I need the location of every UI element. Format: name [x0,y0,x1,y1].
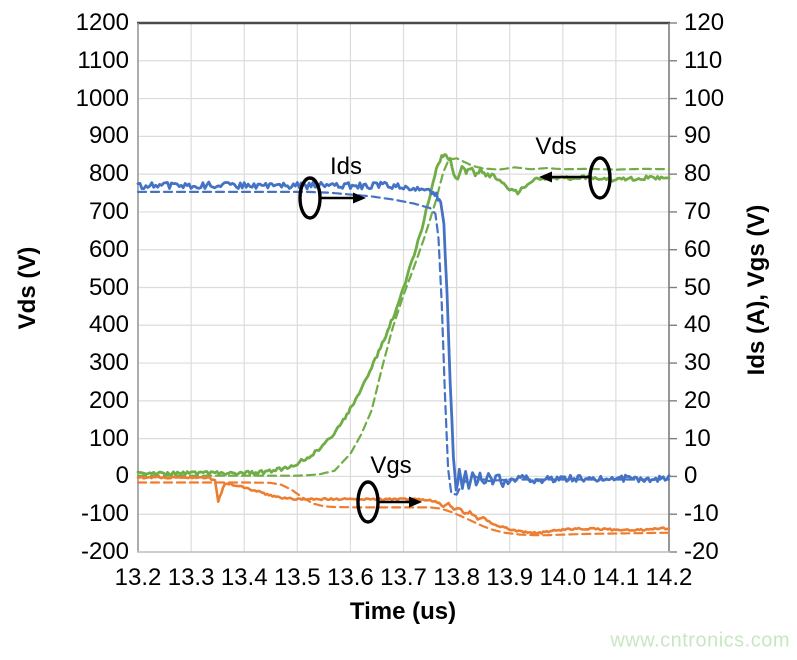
annotation-ellipse-vds [588,156,612,200]
x-axis-tick-label: 13.8 [433,564,480,591]
right-axis-tick-label: 40 [684,311,711,339]
left-axis-tick-label: 600 [88,235,129,263]
x-axis-tick-label: 14.1 [592,564,640,591]
left-axis-tick-label: 200 [88,386,129,414]
right-axis-tick-label: 110 [684,46,723,74]
series-vgs-measured [136,475,671,535]
right-axis-tick-label: 100 [684,84,725,112]
x-axis-tick-label: 14.0 [539,564,587,591]
annotation-label-vds: Vds [535,133,577,160]
annotation-ellipse-ids [298,176,322,220]
left-axis-tick-label: 500 [88,273,129,301]
series-vgs-simulated [136,481,671,537]
left-axis-tick-label: -200 [80,538,129,565]
right-axis-tick-label: 20 [684,386,711,414]
right-axis-tick-label: 120 [684,9,725,36]
annotation-label-ids: Ids [329,153,363,180]
right-axis-tick-label: 0 [684,462,698,490]
x-axis-tick-label: 13.3 [167,564,215,591]
right-axis-tick-label: -20 [684,538,719,565]
series-vds-measured [136,153,671,477]
annotation-arrowhead-ids [353,192,366,204]
left-axis-tick-label: 800 [88,160,129,188]
left-axis-tick-label: -100 [80,500,129,528]
annotation-ellipse-vgs [356,480,380,524]
right-axis-tick-label: 50 [684,273,711,301]
left-axis-tick-label: 900 [88,122,129,150]
series-vds-simulated [136,157,671,477]
left-axis-tick-label: 1200 [75,9,129,36]
x-axis-tick-label: 13.5 [273,564,321,591]
annotation-label-vgs: Vgs [370,452,412,479]
annotation-arrowhead-vgs [409,496,422,508]
left-axis-title: Vds (V) [14,246,41,330]
right-axis-title: Ids (A), Vgs (V) [743,204,770,376]
left-axis-tick-label: 0 [115,462,129,490]
left-axis-tick-label: 100 [88,424,129,452]
x-axis-title: Time (us) [349,598,457,625]
x-axis-tick-label: 13.7 [380,564,427,591]
series-ids-simulated [136,190,671,496]
left-axis-tick-label: 1100 [77,46,129,74]
x-axis-tick-label: 13.6 [327,564,374,591]
x-axis-tick-label: 13.2 [114,564,162,591]
right-axis-tick-label: 60 [684,235,711,263]
x-axis-tick-label: 13.4 [220,564,268,591]
right-axis-tick-label: 90 [684,122,711,150]
series-ids-measured [136,180,671,492]
x-axis-tick-label: 14.2 [645,564,693,591]
left-axis-tick-label: 700 [88,197,129,225]
annotation-arrowhead-vds [539,171,552,183]
right-axis-tick-label: 80 [684,160,711,188]
right-axis-tick-label: -10 [684,500,719,528]
left-axis-tick-label: 1000 [75,84,129,112]
right-axis-tick-label: 70 [684,197,711,225]
right-axis-tick-label: 30 [684,349,711,377]
x-axis-tick-label: 13.9 [486,564,534,591]
left-axis-tick-label: 400 [88,311,129,339]
right-axis-tick-label: 10 [684,424,711,452]
left-axis-tick-label: 300 [88,349,129,377]
watermark: www.cntronics.com [610,629,790,652]
